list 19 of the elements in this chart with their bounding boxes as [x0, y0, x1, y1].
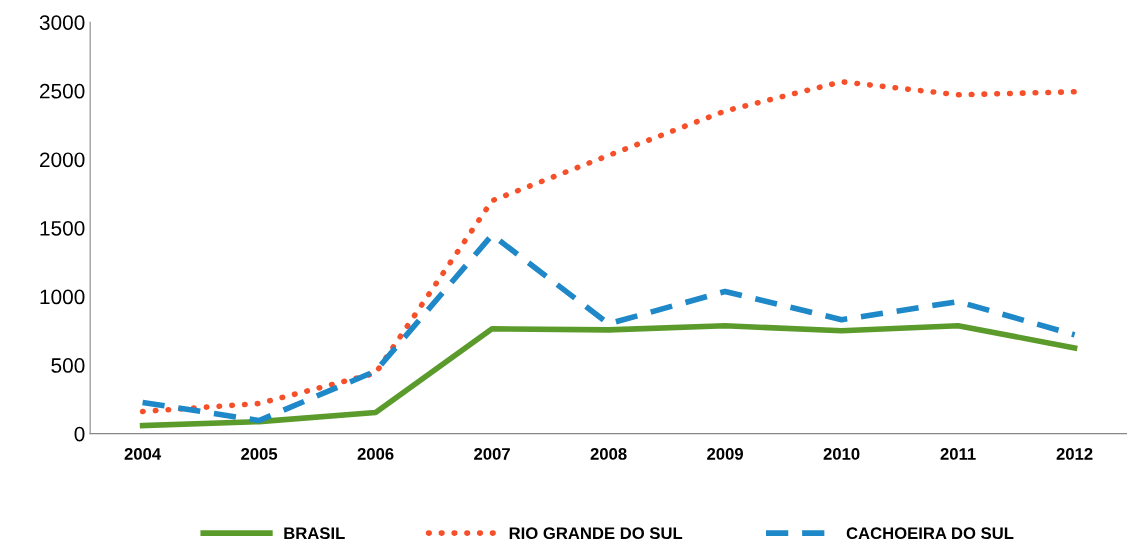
y-tick-label: 1000: [40, 289, 85, 305]
y-tick-label: 2500: [40, 83, 85, 99]
x-tick-label: 2012: [1056, 448, 1093, 460]
legend-label: CACHOEIRA DO SUL: [846, 527, 1014, 540]
x-tick-label: 2006: [357, 448, 394, 460]
y-tick-label: 1500: [40, 220, 85, 236]
y-tick-label: 2000: [40, 152, 85, 168]
x-tick-label: 2004: [124, 448, 162, 460]
x-tick-label: 2010: [823, 448, 860, 460]
y-tick-label: 3000: [39, 15, 85, 30]
x-tick-label: 2011: [940, 448, 976, 460]
x-tick-label: 2008: [590, 448, 627, 460]
x-tick-label: 2009: [707, 448, 743, 460]
y-tick-label: 0: [74, 426, 85, 442]
legend-label: BRASIL: [284, 527, 345, 540]
y-tick-label: 500: [51, 358, 85, 373]
legend-label: RIO GRANDE DO SUL: [509, 527, 683, 540]
x-tick-label: 2005: [241, 448, 278, 460]
x-tick-label: 2007: [474, 448, 510, 460]
